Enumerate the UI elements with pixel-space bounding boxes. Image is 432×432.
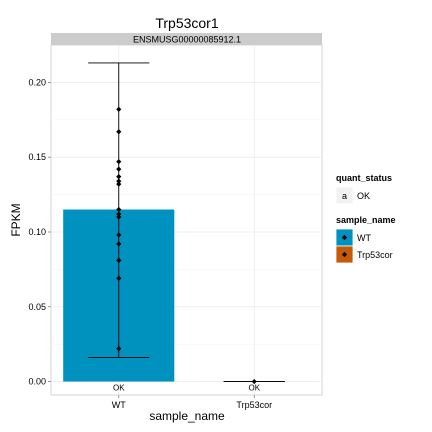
replicate-points [116, 106, 257, 385]
x-tick-label: Trp53cor [236, 400, 272, 410]
legend-label: OK [357, 191, 370, 201]
replicate-point [116, 275, 122, 281]
y-tick-label: 0.05 [28, 302, 46, 312]
x-axis-title: sample_name [149, 409, 225, 423]
replicate-point [116, 232, 122, 238]
legend-title: quant_status [336, 173, 392, 183]
legend-label: Trp53cor [357, 250, 393, 260]
x-axis-ticks: WT Trp53cor [112, 395, 272, 410]
replicate-point [116, 159, 122, 165]
y-axis-ticks: 0.00 0.05 0.10 0.15 0.20 [28, 77, 51, 387]
replicate-point [116, 346, 122, 352]
y-tick-label: 0.10 [28, 227, 46, 237]
replicate-point [116, 211, 122, 217]
bar-status-label: OK [113, 384, 125, 393]
replicate-point [116, 241, 122, 247]
replicate-point [116, 174, 122, 180]
replicate-point [251, 378, 257, 385]
y-tick-label: 0.20 [28, 77, 46, 87]
replicate-point [116, 214, 122, 220]
bar-status-label: OK [248, 384, 260, 393]
legend-key-diamond [341, 234, 348, 241]
legend-title: sample_name [336, 215, 396, 225]
replicate-point [116, 181, 122, 187]
y-tick-label: 0.00 [28, 377, 46, 387]
legend-label: WT [357, 233, 371, 243]
legend-key [335, 186, 354, 205]
legend-key-glyph: a [342, 191, 347, 201]
x-tick-label: WT [112, 400, 126, 410]
facet-strip-label: ENSMUSG00000085912.1 [133, 35, 241, 45]
replicate-point [116, 166, 122, 172]
replicate-point [116, 178, 122, 184]
replicate-point [116, 129, 122, 135]
bar-status-labels: OK OK [113, 384, 261, 393]
chart-title: Trp53cor1 [155, 15, 219, 31]
y-axis-title: FPKM [9, 203, 23, 236]
replicate-point [116, 257, 122, 263]
legend-key-diamond [341, 251, 348, 258]
facet-strip [51, 33, 322, 45]
replicate-point [116, 106, 122, 112]
replicate-point [116, 206, 122, 213]
y-tick-label: 0.15 [28, 152, 46, 162]
